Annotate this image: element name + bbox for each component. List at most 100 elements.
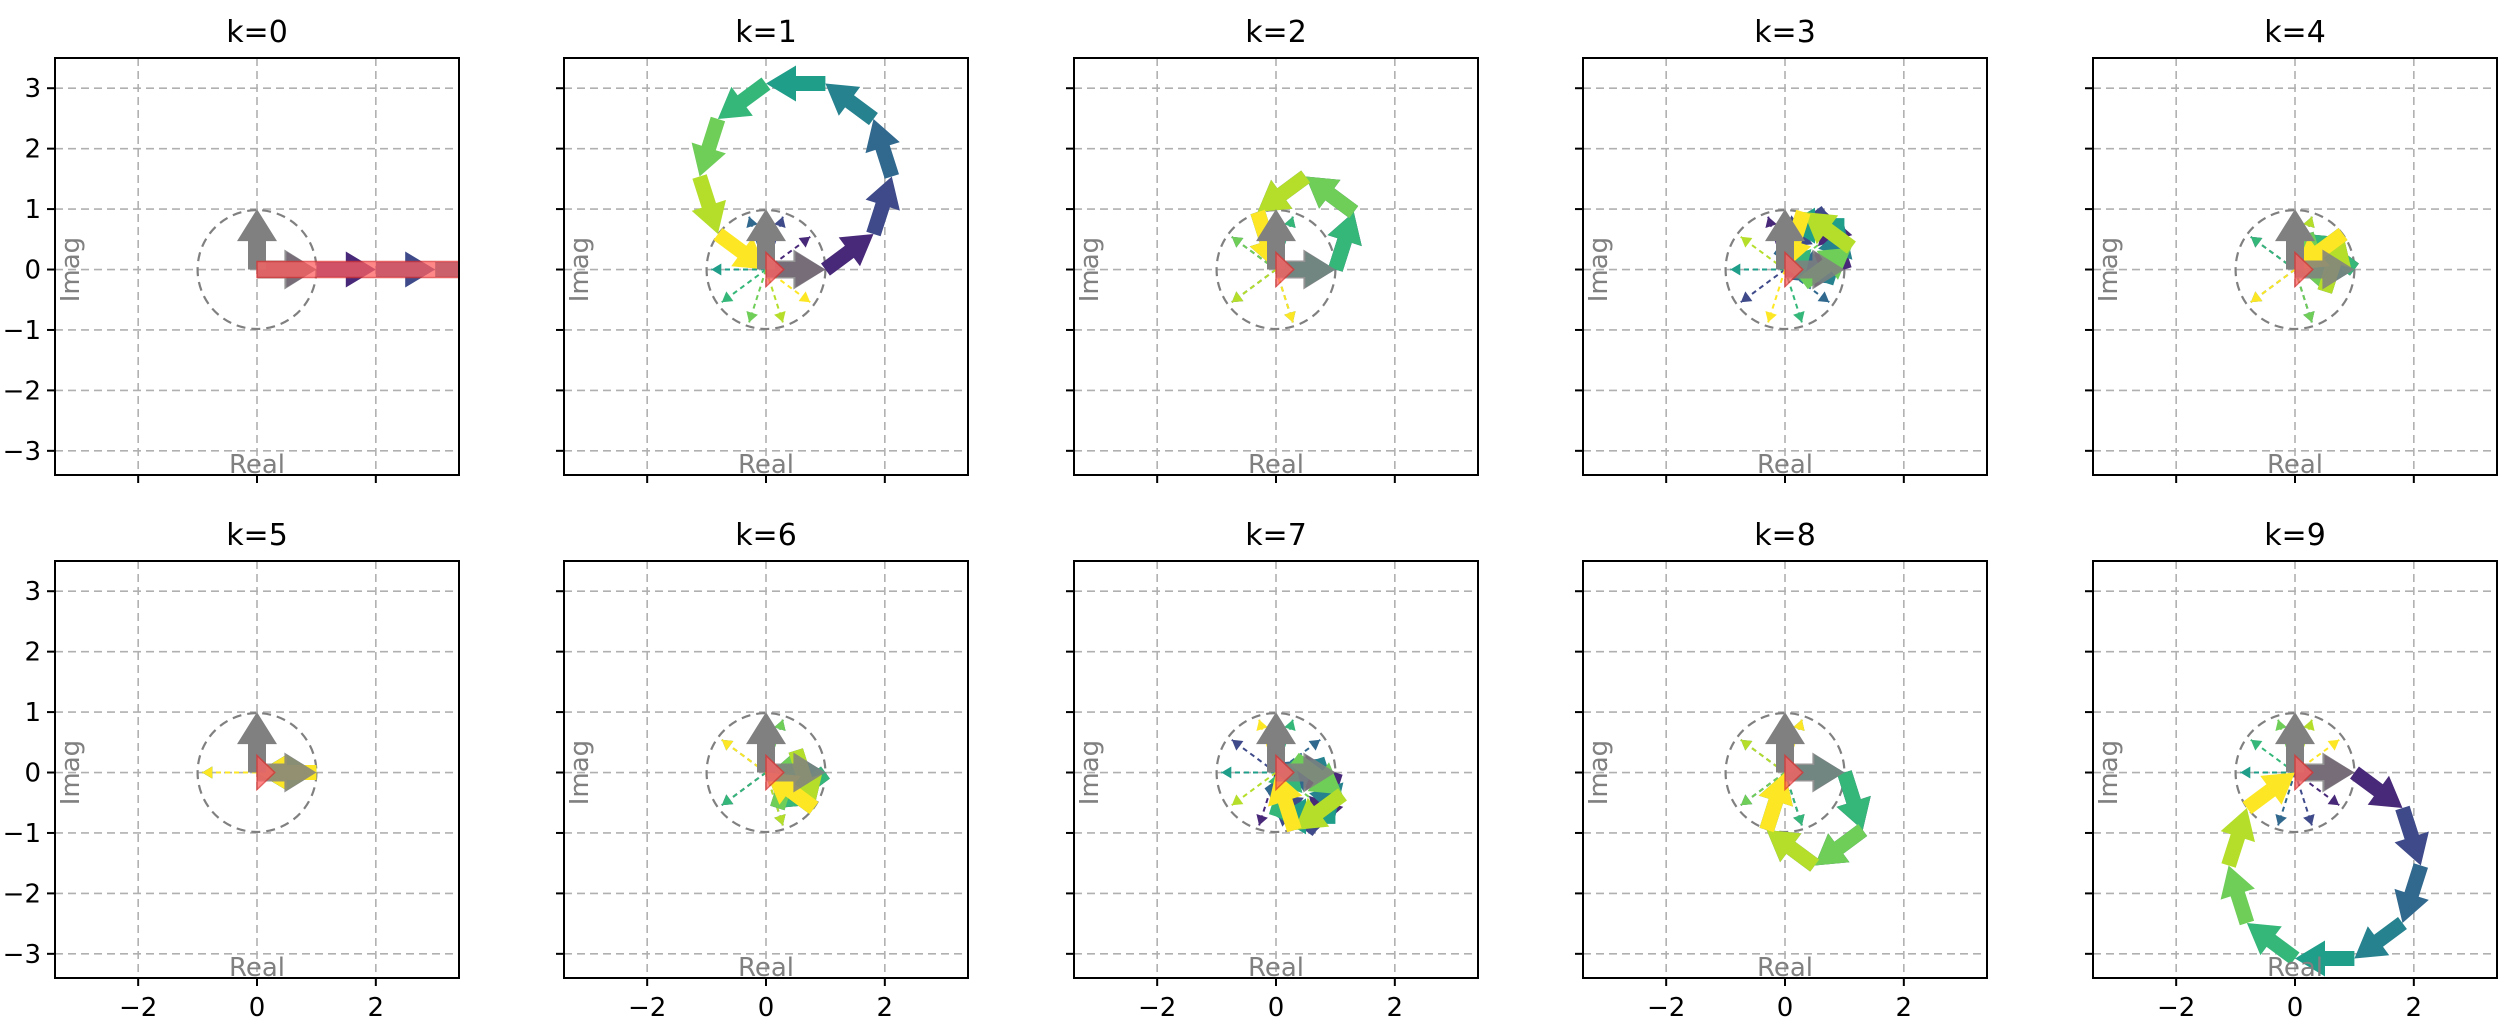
panel-k3: Real Imag k=3: [1575, 15, 1988, 483]
panel-k4: Real Imag k=4: [2085, 15, 2498, 483]
y-tick-label: −3: [3, 437, 41, 467]
y-axis-label: Imag: [2094, 740, 2124, 805]
panel-k8: −2 0 2 Real Imag k=8: [1575, 518, 1988, 1023]
chain-arrow: [1305, 176, 1359, 219]
panel-k5: −2 0 2 3 2 1 0 −1 −2 −3 Real Imag k=5: [3, 518, 460, 1023]
term-phasor-head: [1284, 216, 1296, 228]
y-tick-label: 3: [24, 577, 41, 607]
chain-arrow: [1257, 170, 1311, 212]
chain-arrow: [766, 772, 819, 815]
chain-arrow: [2220, 865, 2255, 926]
y-axis-label: Imag: [1075, 237, 1105, 302]
chain-arrow: [2295, 940, 2355, 977]
term-phasor-head: [1308, 739, 1321, 751]
term-phasor-head: [1793, 814, 1805, 826]
term-phasor-head: [2327, 739, 2340, 751]
panel-k1: Real Imag k=1: [556, 15, 969, 483]
x-tick-label: 0: [758, 993, 775, 1023]
x-tick-label: 0: [1777, 993, 1794, 1023]
reference-arrow: [746, 209, 786, 270]
y-tick-label: 0: [24, 759, 41, 789]
x-axis-label: Real: [738, 450, 794, 480]
sum-arrow: [765, 250, 785, 289]
chain-arrow: [1294, 788, 1347, 830]
chain-arrow: [2242, 772, 2295, 815]
y-tick-label: 1: [24, 698, 41, 728]
x-tick-label: 0: [1268, 993, 1285, 1023]
y-tick-label: −1: [3, 316, 41, 346]
term-phasor-head: [1221, 766, 1232, 779]
term-phasor-head: [2303, 216, 2315, 228]
x-axis-label: Real: [2267, 450, 2323, 480]
x-axis-label: Real: [2267, 953, 2323, 983]
term-phasor-head: [721, 794, 734, 806]
reference-arrow: [766, 752, 826, 793]
chain-arrow: [2246, 923, 2300, 965]
chain-arrow: [2350, 766, 2403, 808]
panel-k0: 3 2 1 0 −1 −2 −3 Real Imag k=0: [3, 15, 460, 483]
sum-arrow: [256, 753, 276, 792]
y-axis-label: Imag: [56, 237, 86, 302]
x-tick-label: 0: [249, 993, 266, 1023]
chain-arrow: [2220, 808, 2255, 868]
plot-content: [196, 712, 318, 834]
panel-title: k=5: [226, 518, 288, 553]
chain-arrow: [691, 116, 726, 177]
chain-arrow: [766, 65, 826, 102]
x-tick-label: −2: [1138, 993, 1176, 1023]
x-tick-label: −2: [628, 993, 666, 1023]
sum-arrow: [1275, 250, 1295, 289]
reference-arrow: [746, 712, 786, 773]
x-tick-label: 2: [1387, 993, 1404, 1023]
chain-arrow: [717, 77, 771, 119]
x-axis-label: Real: [1248, 953, 1304, 983]
x-tick-label: 2: [1896, 993, 1913, 1023]
plot-content: [1724, 712, 1871, 872]
term-phasor-head: [2303, 814, 2315, 826]
sum-arrow: [256, 260, 459, 279]
reference-arrow: [2295, 752, 2355, 793]
term-phasor-head: [2303, 719, 2315, 731]
y-tick-label: 3: [24, 74, 41, 104]
term-phasor-head: [1817, 291, 1830, 303]
y-axis-label: Imag: [565, 740, 595, 805]
x-tick-label: −2: [119, 993, 157, 1023]
term-phasor-head: [774, 719, 786, 731]
plot-content: [2220, 712, 2429, 977]
reference-arrow: [1276, 752, 1336, 793]
plot-content: [1215, 712, 1347, 836]
sum-arrow: [2294, 753, 2314, 792]
y-tick-label: −1: [3, 819, 41, 849]
x-tick-label: 2: [368, 993, 385, 1023]
y-tick-label: 1: [24, 195, 41, 225]
x-axis-label: Real: [229, 953, 285, 983]
y-axis-label: Imag: [1584, 740, 1614, 805]
x-axis-label: Real: [1757, 953, 1813, 983]
x-tick-label: 0: [2287, 993, 2304, 1023]
term-phasor-head: [2250, 291, 2263, 303]
y-axis-label: Imag: [2094, 237, 2124, 302]
reference-arrow: [1765, 712, 1805, 773]
chain-arrow: [1803, 212, 1856, 254]
reference-arrow: [2275, 209, 2315, 270]
reference-arrow: [1785, 752, 1845, 793]
x-axis-label: Real: [738, 953, 794, 983]
chain-arrow: [825, 83, 878, 126]
term-phasor-head: [1740, 236, 1753, 248]
unit-circle: [1215, 209, 1337, 331]
chain-arrow: [2354, 917, 2407, 959]
x-tick-label: −2: [2157, 993, 2195, 1023]
term-phasor-head: [1284, 719, 1296, 731]
term-phasor-head: [1231, 291, 1244, 303]
panel-title: k=0: [226, 15, 288, 50]
term-phasor-head: [2250, 236, 2263, 248]
panel-title: k=8: [1754, 518, 1816, 553]
term-phasor-head: [774, 311, 786, 323]
term-phasor-head: [2275, 814, 2287, 826]
panel-title: k=9: [2264, 518, 2326, 553]
chain-arrow: [1327, 212, 1362, 272]
chain-arrow: [2394, 805, 2429, 866]
chain-arrow: [865, 176, 900, 237]
x-tick-label: −2: [1647, 993, 1685, 1023]
unit-circle: [1724, 209, 1846, 331]
